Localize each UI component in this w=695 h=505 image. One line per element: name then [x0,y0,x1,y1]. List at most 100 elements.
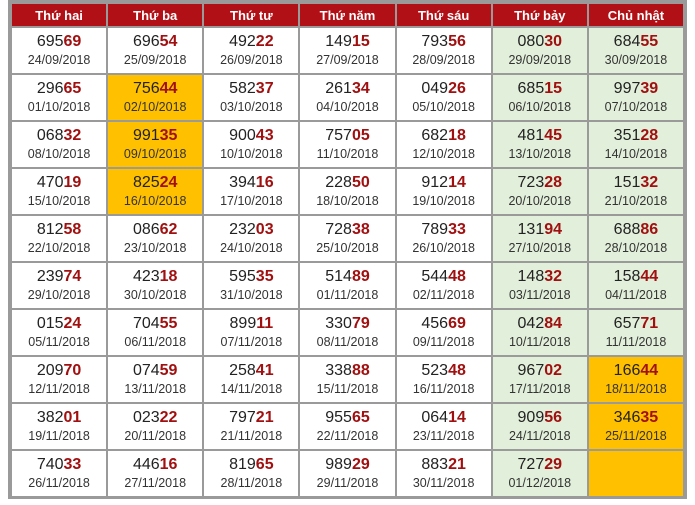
result-date: 13/10/2018 [508,147,572,161]
result-date: 25/10/2018 [316,241,379,255]
result-cell: 79721 21/11/2018 [204,404,299,449]
result-number-head: 131 [517,221,545,238]
header-tuesday: Thứ ba [108,4,203,26]
header-monday: Thứ hai [12,4,107,26]
result-date: 25/09/2018 [123,53,187,67]
result-number: 23974 [12,267,106,287]
result-date: 16/11/2018 [412,382,475,396]
result-number-head: 151 [613,174,641,191]
result-cell: 35128 14/10/2018 [588,122,683,167]
result-number-head: 825 [132,174,160,191]
result-number-tail: 16 [255,174,274,191]
result-number: 04926 [397,79,491,99]
result-cell: 06832 08/10/2018 [12,122,107,167]
result-number: 89911 [204,314,298,334]
result-number-tail: 69 [448,315,466,332]
result-date: 31/10/2018 [220,288,283,302]
result-number-head: 582 [229,80,256,97]
result-number: 52348 [397,361,491,381]
result-cell: 75705 11/10/2018 [300,122,395,167]
result-cell: 15844 04/11/2018 [588,263,683,308]
result-number-tail: 48 [448,362,466,379]
result-number-head: 657 [613,315,641,332]
result-number: 35128 [589,126,683,146]
result-number: 79721 [204,408,298,428]
header-friday: Thứ sáu [396,4,491,26]
result-cell: 45669 09/11/2018 [396,310,491,355]
result-number: 02322 [108,408,202,428]
result-date: 30/11/2018 [412,476,475,490]
result-cell: 81258 22/10/2018 [12,216,107,261]
result-cell: 72328 20/10/2018 [492,169,587,214]
result-cell: 99135 09/10/2018 [108,122,203,167]
result-cell: 78933 26/10/2018 [396,216,491,261]
result-date: 17/11/2018 [508,382,571,396]
result-number-head: 900 [229,127,256,144]
result-number: 47019 [12,173,106,193]
result-number-tail: 65 [351,409,370,426]
result-number-tail: 29 [351,456,370,473]
result-number-tail: 86 [640,221,659,238]
result-cell: 90043 10/10/2018 [204,122,299,167]
result-number: 33079 [300,314,394,334]
result-number-tail: 28 [544,174,563,191]
result-number-tail: 54 [159,33,178,50]
result-number: 48145 [493,126,587,146]
result-number: 06414 [397,408,491,428]
result-number-tail: 32 [640,174,659,191]
table-row: 20970 12/11/2018 07459 13/11/2018 25841 14/11… [12,357,683,402]
result-cell: 08030 29/09/2018 [492,28,587,73]
result-date: 27/09/2018 [316,53,379,67]
result-number-head: 909 [517,409,545,426]
result-number-tail: 94 [544,221,563,238]
result-date: 30/09/2018 [604,53,668,67]
result-date: 01/12/2018 [508,476,572,490]
result-number-tail: 34 [351,80,370,97]
result-number: 90043 [204,126,298,146]
result-date: 24/11/2018 [508,429,571,443]
result-number-head: 685 [517,80,545,97]
result-number-head: 789 [421,221,449,238]
result-cell: 81965 28/11/2018 [204,451,299,496]
result-number-tail: 03 [255,221,274,238]
result-number-tail: 55 [159,315,178,332]
result-number: 44616 [108,455,202,475]
result-number: 16644 [589,361,683,381]
table-row: 81258 22/10/2018 08662 23/10/2018 23203 24/10… [12,216,683,261]
result-date: 27/10/2018 [508,241,572,255]
result-cell: 34635 25/11/2018 [588,404,683,449]
result-number-tail: 33 [448,221,466,238]
result-number-head: 456 [421,315,449,332]
result-number-head: 696 [132,33,160,50]
result-cell: 89911 07/11/2018 [204,310,299,355]
table-row: 74033 26/11/2018 44616 27/11/2018 81965 28/11… [12,451,683,496]
result-date: 26/10/2018 [412,241,475,255]
result-cell: 38201 19/11/2018 [12,404,107,449]
result-number: 51489 [300,267,394,287]
result-cell: 90956 24/11/2018 [492,404,587,449]
result-number-tail: 29 [544,456,563,473]
result-number-tail: 14 [448,174,466,191]
result-number: 74033 [12,455,106,475]
result-date: 28/11/2018 [220,476,283,490]
result-number-tail: 37 [255,80,274,97]
result-number-tail: 70 [63,362,82,379]
result-cell: 51489 01/11/2018 [300,263,395,308]
result-number-head: 446 [132,456,160,473]
result-cell: 74033 26/11/2018 [12,451,107,496]
result-number-tail: 02 [544,362,563,379]
result-number-tail: 56 [544,409,563,426]
table-row: 01524 05/11/2018 70455 06/11/2018 89911 07/11… [12,310,683,355]
results-table-frame: Thứ hai Thứ ba Thứ tư Thứ năm Thứ sáu Th… [8,0,687,499]
result-date: 19/10/2018 [412,194,475,208]
result-number: 79356 [397,32,491,52]
result-number: 15844 [589,267,683,287]
header-row: Thứ hai Thứ ba Thứ tư Thứ năm Thứ sáu Th… [12,4,683,26]
result-number-tail: 45 [544,127,563,144]
result-number-head: 756 [132,80,160,97]
header-wednesday: Thứ tư [204,4,299,26]
result-date: 14/11/2018 [220,382,283,396]
result-number: 14915 [300,32,394,52]
result-number-tail: 19 [63,174,82,191]
result-date: 17/10/2018 [220,194,283,208]
